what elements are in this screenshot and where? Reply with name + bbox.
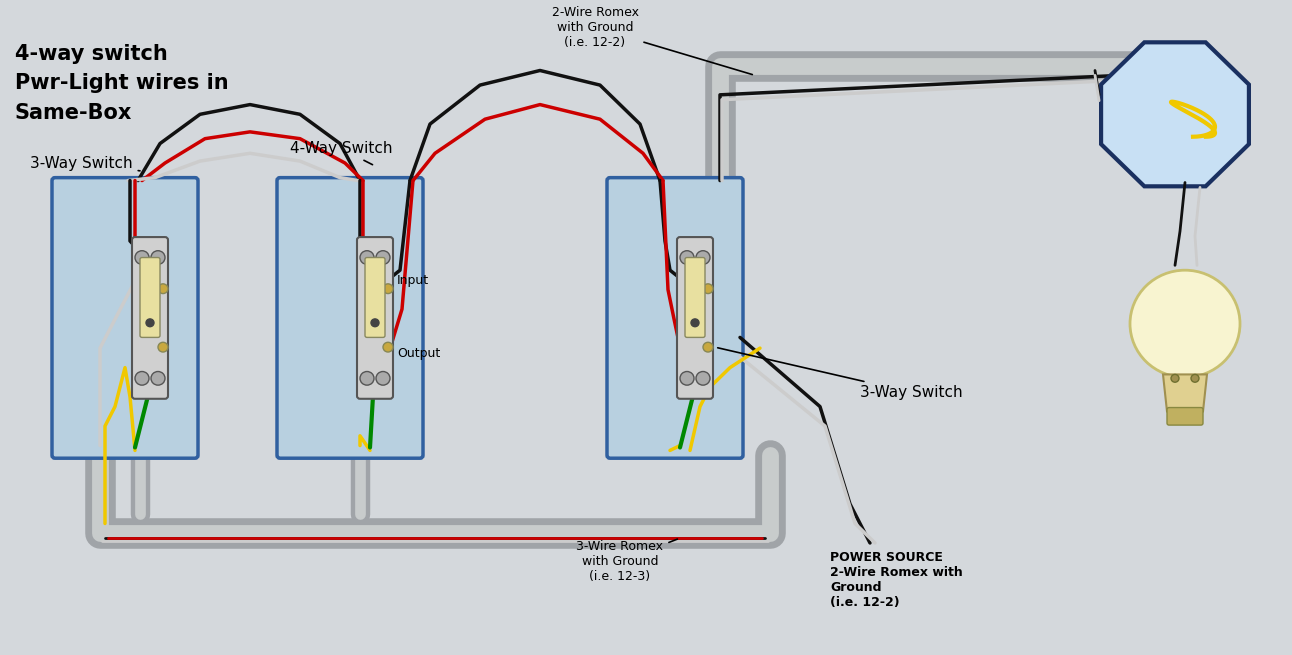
Text: 3-Wire Romex
with Ground
(i.e. 12-3): 3-Wire Romex with Ground (i.e. 12-3)	[576, 539, 677, 583]
Circle shape	[158, 284, 168, 293]
Circle shape	[371, 319, 379, 327]
Text: 2-Wire Romex
with Ground
(i.e. 12-2): 2-Wire Romex with Ground (i.e. 12-2)	[552, 6, 752, 75]
Circle shape	[382, 343, 393, 352]
FancyBboxPatch shape	[140, 257, 160, 337]
Text: Output: Output	[397, 347, 441, 360]
Circle shape	[1191, 375, 1199, 383]
Circle shape	[376, 371, 390, 385]
Circle shape	[703, 343, 713, 352]
Circle shape	[680, 251, 694, 265]
Circle shape	[158, 343, 168, 352]
Circle shape	[151, 371, 165, 385]
FancyBboxPatch shape	[52, 178, 198, 458]
FancyBboxPatch shape	[677, 237, 713, 399]
Text: Input: Input	[397, 274, 429, 287]
Circle shape	[151, 251, 165, 265]
Circle shape	[680, 371, 694, 385]
Circle shape	[360, 371, 373, 385]
Polygon shape	[1101, 43, 1249, 186]
Circle shape	[1171, 375, 1180, 383]
Circle shape	[360, 251, 373, 265]
Circle shape	[1130, 271, 1240, 377]
Circle shape	[134, 251, 149, 265]
Text: POWER SOURCE
2-Wire Romex with
Ground
(i.e. 12-2): POWER SOURCE 2-Wire Romex with Ground (i…	[829, 551, 963, 608]
Text: 4-Way Switch: 4-Way Switch	[289, 141, 393, 164]
FancyBboxPatch shape	[685, 257, 705, 337]
Circle shape	[703, 284, 713, 293]
FancyBboxPatch shape	[1167, 407, 1203, 425]
FancyBboxPatch shape	[276, 178, 422, 458]
FancyBboxPatch shape	[357, 237, 393, 399]
Text: 4-way switch: 4-way switch	[16, 44, 168, 64]
Text: 3-Way Switch: 3-Way Switch	[717, 348, 963, 400]
Text: Pwr-Light wires in: Pwr-Light wires in	[16, 73, 229, 94]
Text: Same-Box: Same-Box	[16, 103, 132, 122]
Circle shape	[134, 371, 149, 385]
Circle shape	[382, 284, 393, 293]
FancyBboxPatch shape	[132, 237, 168, 399]
Circle shape	[691, 319, 699, 327]
Circle shape	[146, 319, 154, 327]
Circle shape	[376, 251, 390, 265]
Polygon shape	[1163, 375, 1207, 411]
Circle shape	[696, 251, 711, 265]
Circle shape	[696, 371, 711, 385]
FancyBboxPatch shape	[366, 257, 385, 337]
Text: 3-Way Switch: 3-Way Switch	[30, 156, 140, 171]
FancyBboxPatch shape	[607, 178, 743, 458]
